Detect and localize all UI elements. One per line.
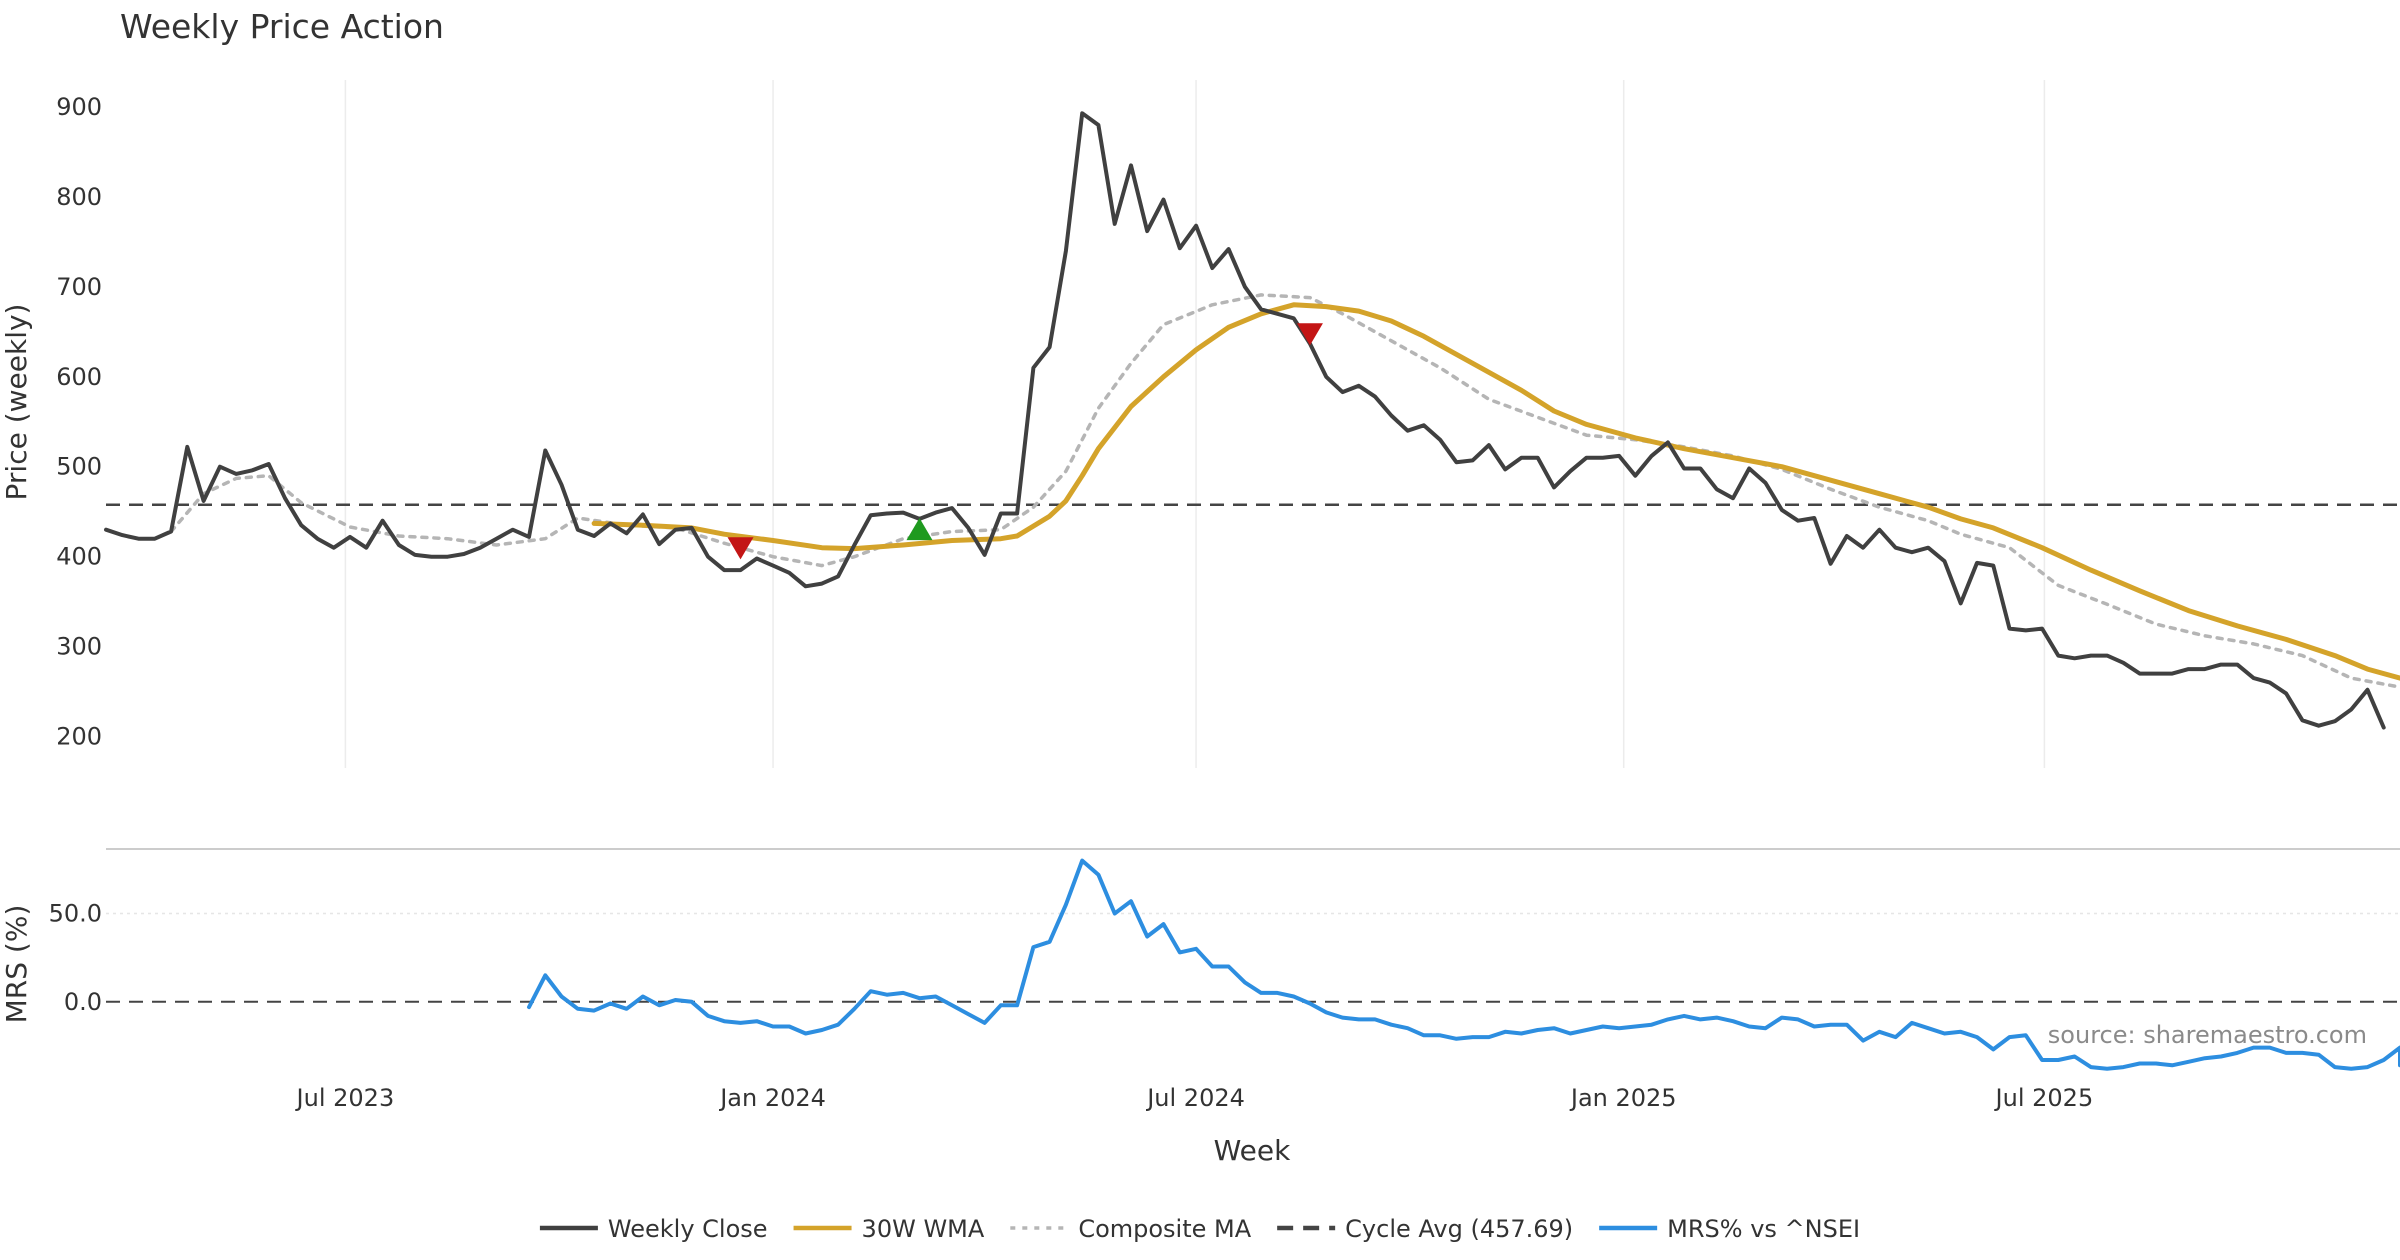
price-y-tick-label: 500 [56, 453, 102, 481]
x-axis-label: Week [1214, 1134, 1291, 1167]
30w-wma-line [591, 302, 2400, 681]
price-y-tick-label: 300 [56, 633, 102, 661]
price-y-tick-label: 400 [56, 543, 102, 571]
price-y-axis-label: Price (weekly) [0, 304, 33, 501]
source-text: source: sharemaestro.com [2048, 1021, 2367, 1049]
legend-label: 30W WMA [862, 1215, 985, 1243]
x-tick-label: Jul 2024 [1145, 1084, 1245, 1112]
mrs-line [527, 858, 2400, 1071]
legend-label: Cycle Avg (457.69) [1345, 1215, 1573, 1243]
mrs-panel: 0.0 50.0 MRS (%) source: sharemaestro.com [0, 858, 2400, 1071]
legend-label: Composite MA [1078, 1215, 1251, 1243]
price-y-tick-label: 700 [56, 273, 102, 301]
legend: Weekly Close 30W WMA Composite MA Cycle Avg… [539, 1215, 1860, 1243]
chart-title: Weekly Price Action [120, 7, 444, 46]
x-tick-label: Jul 2023 [295, 1084, 395, 1112]
x-axis-ticks: Jul 2023 Jan 2024 Jul 2024 Jan 2025 Jul 2025 [295, 1084, 2094, 1112]
x-tick-label: Jan 2025 [1569, 1084, 1677, 1112]
signal-markers [727, 323, 1323, 560]
mrs-y-tick-label: 50.0 [49, 900, 102, 928]
price-y-ticks: 200 300 400 500 600 700 800 900 [56, 93, 102, 751]
legend-label: MRS% vs ^NSEI [1667, 1215, 1860, 1243]
mrs-y-tick-label: 0.0 [64, 988, 102, 1016]
price-panel: 200 300 400 500 600 700 800 900 Price (weekly) [0, 80, 2400, 768]
x-tick-label: Jan 2024 [718, 1084, 826, 1112]
sell-signal-marker [1296, 323, 1323, 346]
price-y-tick-label: 800 [56, 183, 102, 211]
composite-ma-line [169, 293, 2400, 689]
buy-signal-marker [906, 517, 933, 541]
legend-label: Weekly Close [608, 1215, 768, 1243]
sell-signal-marker [727, 537, 754, 560]
price-gridlines [344, 80, 2046, 768]
mrs-y-ticks: 0.0 50.0 [49, 900, 102, 1016]
x-tick-label: Jul 2025 [1994, 1084, 2094, 1112]
mrs-series [527, 858, 2400, 1071]
price-y-tick-label: 900 [56, 93, 102, 121]
weekly-close-line [104, 111, 2386, 730]
price-series [104, 111, 2400, 730]
price-y-tick-label: 600 [56, 363, 102, 391]
price-y-tick-label: 200 [56, 723, 102, 751]
mrs-y-axis-label: MRS (%) [0, 905, 33, 1024]
